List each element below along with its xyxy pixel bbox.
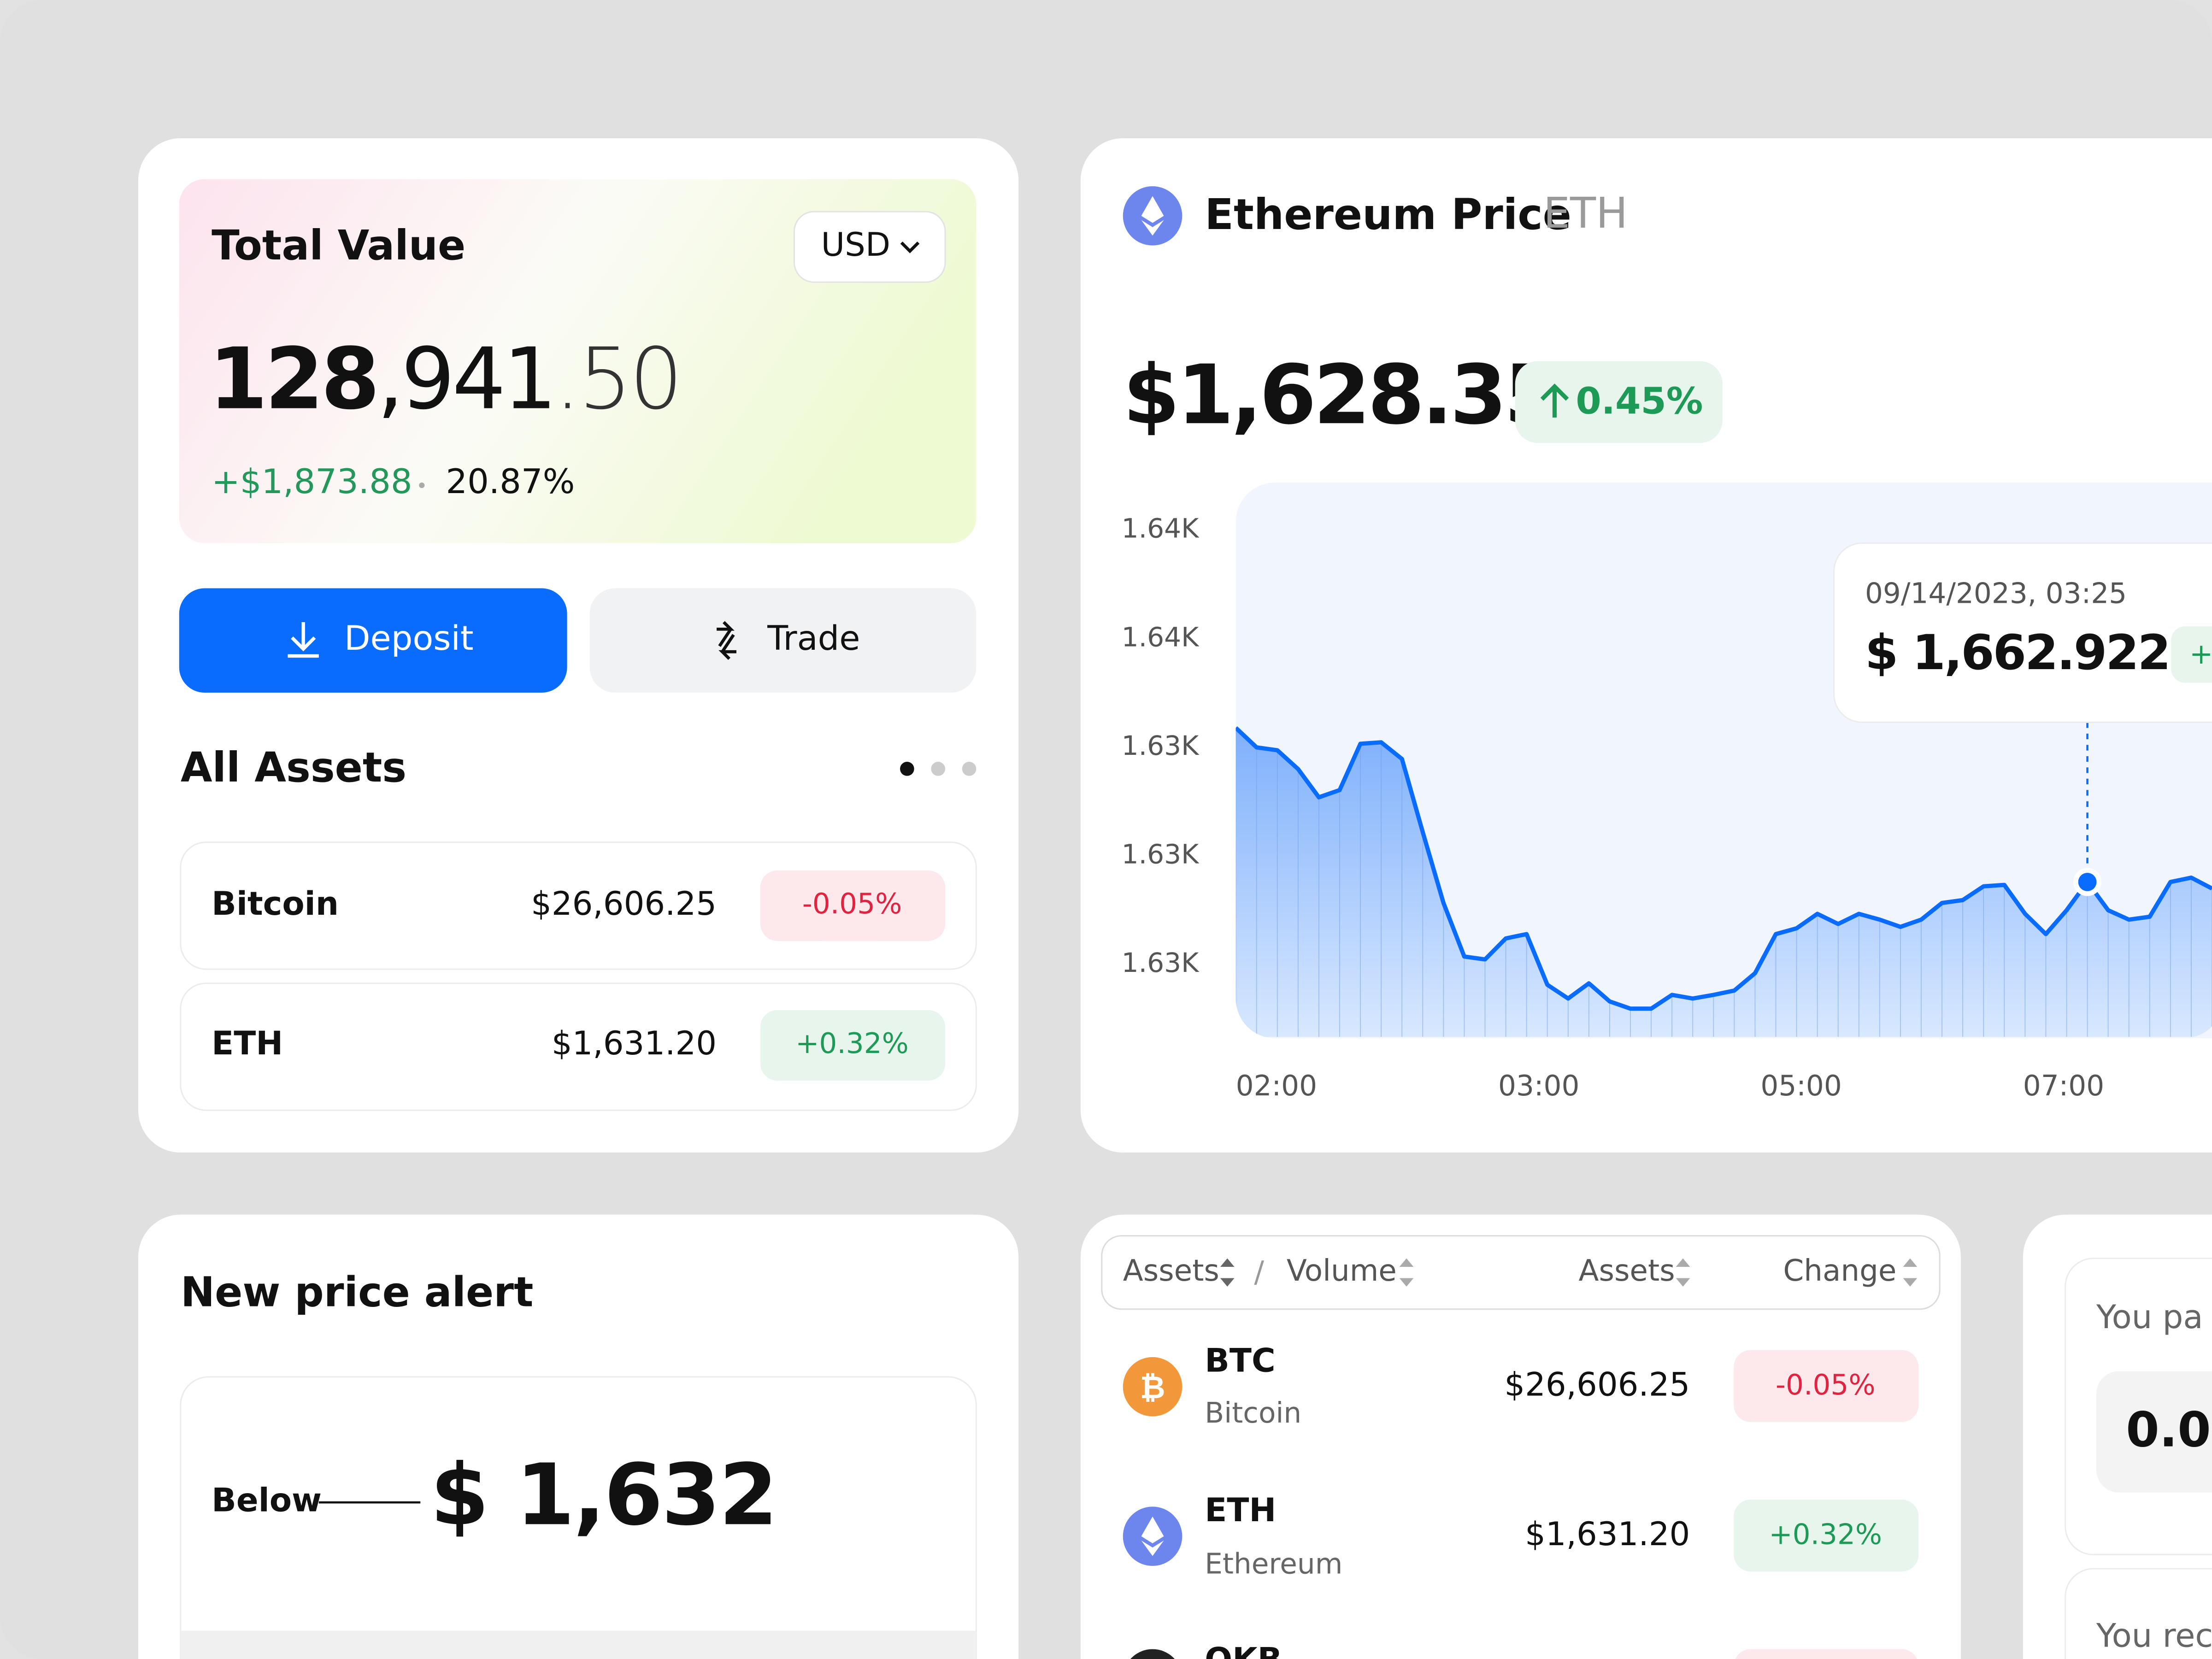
okb-logo [1130,1649,1175,1659]
total-box [179,179,977,543]
trade-button[interactable] [589,588,977,693]
assets-title: All Assets [181,744,406,791]
price-change-badge [1515,361,1723,443]
y-tick-label: 1.63K [1122,730,1200,761]
header[interactable]: Change [1783,1253,1896,1288]
page-dot[interactable] [900,762,914,776]
asset-change: -0.05% [802,888,902,920]
btc-logo [1123,1357,1182,1417]
alert-price: $ 1,632 [430,1446,777,1544]
asset-name: Bitcoin [212,885,339,923]
btc-glyph: ₿ [1140,1369,1165,1406]
header[interactable]: Volume [1287,1253,1397,1288]
tooltip-date: 09/14/2023, 03:25 [1865,577,2127,610]
price: $1,628.35 [1123,347,1559,442]
row-change: -0.05% [1776,1369,1876,1401]
trade-label: Trade [767,619,860,658]
deposit-label: Deposit [344,619,474,658]
axes: 1.64K 1.64K 1.63K 1.63K 1.63K 02:00 03:00 05:00… [1122,513,2105,1102]
row-symbol: OKB [1205,1641,1282,1659]
asset-price: $26,606.25 [531,885,717,923]
tooltip-badge [2171,626,2212,683]
price-title: Ethereum Price [1205,190,1571,239]
change-badge [1734,1350,1919,1422]
row-price: $26,606.25 [1504,1366,1690,1404]
plot [1235,726,2212,1037]
x-tick-label: 05:00 [1760,1070,1841,1102]
y-tick-label: 1.64K [1122,513,1200,544]
change-percent: 20.87% [446,462,575,501]
alert-direction: Below [212,1482,322,1519]
tooltip: 09/14/2023, 03:25 $ 1,662.92213 + [1833,542,2212,723]
asset-name: ETH [212,1024,283,1062]
pay-input[interactable] [2096,1371,2212,1493]
table-header [1101,1235,1941,1310]
total-value: 128,941.50 [209,330,680,429]
row-name: Bitcoin [1205,1397,1301,1430]
header[interactable]: Assets [1579,1253,1675,1288]
row-name: Ethereum [1205,1548,1342,1581]
asset-price: $1,631.20 [552,1024,717,1062]
pay-label: You pa [2096,1298,2203,1336]
currency-select[interactable] [793,211,946,283]
change-badge [760,1010,946,1081]
change-badge [1734,1500,1919,1572]
alert-title: New price alert [181,1269,534,1316]
up-arrow [1540,383,1569,418]
y-tick-label: 1.64K [1122,621,1200,653]
separator [419,482,425,488]
change-badge [760,870,946,941]
price-line [1235,726,2212,1011]
sort-icons [1220,1258,1918,1287]
row-symbol: BTC [1205,1342,1275,1380]
receive-box [2065,1568,2212,1659]
page-dot[interactable] [931,762,946,776]
total-title: Total Value [212,222,465,269]
download-icon [288,622,319,658]
y-tick-label: 1.63K [1122,947,1200,978]
price-change: 0.45% [1576,379,1703,422]
header-separator: / [1254,1255,1264,1289]
alert-scale [180,1630,977,1659]
tooltip-point-core [2078,872,2097,891]
receive-label: You rec [2096,1617,2212,1655]
row-change: +0.32% [1769,1518,1882,1551]
tooltip-price: $ 1,662.92213 [1865,624,2212,681]
change-badge [1735,1649,1917,1659]
swap-icon [717,621,736,660]
tooltip-box [1833,542,2212,723]
asset-change: +0.32% [795,1027,909,1060]
alert-box [180,1376,977,1659]
header[interactable]: Assets [1123,1253,1219,1288]
y-tick-label: 1.63K [1122,838,1200,870]
row-symbol: ETH [1205,1491,1276,1529]
tooltip-badge-text: + [2189,638,2212,671]
chevron [900,241,920,253]
page-dot[interactable] [962,762,977,776]
pay-amount: 0.00 [2126,1402,2212,1458]
x-tick-label: 03:00 [1498,1070,1579,1102]
price-symbol: ETH [1543,188,1628,238]
x-tick-label: 07:00 [2023,1070,2104,1102]
change-amount: +$1,873.88 [212,462,412,501]
x-tick-label: 02:00 [1236,1070,1317,1102]
currency: USD [821,226,890,264]
deposit-button[interactable] [179,588,567,693]
row-price: $1,631.20 [1525,1515,1690,1553]
